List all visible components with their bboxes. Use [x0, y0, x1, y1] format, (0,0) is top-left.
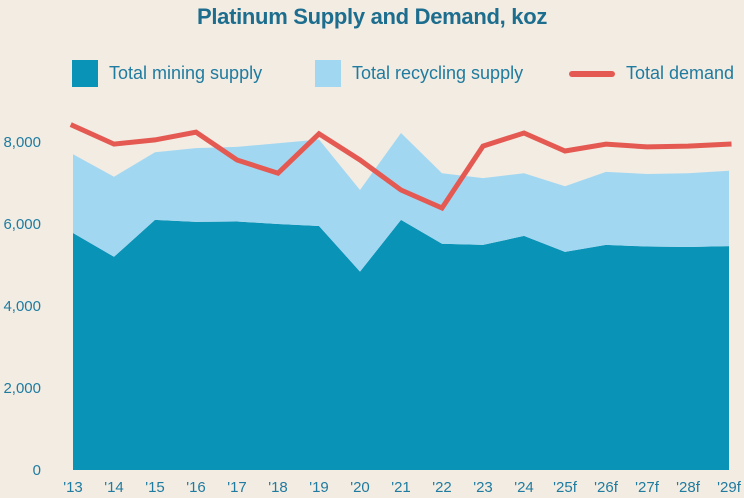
x-axis-tick-label: '16 — [186, 479, 206, 496]
legend-item-demand: Total demand — [569, 60, 734, 87]
y-axis-tick-label: 2,000 — [3, 380, 41, 397]
x-axis-tick-label: '23 — [473, 479, 493, 496]
mining-supply-swatch-icon — [72, 60, 98, 87]
recycling-supply-swatch-icon — [315, 60, 341, 87]
x-axis-tick-label: '27f — [635, 479, 660, 496]
y-axis-tick-label: 0 — [33, 462, 41, 479]
legend-label-recycling-supply: Total recycling supply — [352, 63, 524, 83]
x-axis-tick-label: '17 — [227, 479, 247, 496]
x-axis-tick-label: '21 — [391, 479, 411, 496]
x-axis-tick-label: '18 — [268, 479, 288, 496]
demand-line — [69, 122, 732, 212]
legend-item-mining-supply: Total mining supply — [72, 60, 262, 87]
x-axis-tick-label: '29f — [717, 479, 742, 496]
recycling-supply-area — [73, 133, 729, 272]
x-axis-tick-label: '24 — [514, 479, 534, 496]
demand-line-swatch-icon — [569, 70, 615, 77]
chart-title: Platinum Supply and Demand, koz — [196, 4, 548, 29]
y-axis-tick-label: 6,000 — [3, 216, 41, 233]
x-axis-tick-label: '15 — [145, 479, 165, 496]
x-axis-tick-label: '19 — [309, 479, 329, 496]
x-axis-tick-label: '20 — [350, 479, 370, 496]
x-axis-tick-label: '28f — [676, 479, 701, 496]
x-axis-tick-label: '22 — [432, 479, 452, 496]
x-axis-tick-label: '14 — [104, 479, 124, 496]
legend-label-mining-supply: Total mining supply — [109, 63, 263, 83]
y-axis-tick-label: 4,000 — [3, 298, 41, 315]
x-axis-tick-label: '25f — [553, 479, 578, 496]
y-axis-tick-label: 8,000 — [3, 134, 41, 151]
mining-supply-area — [73, 219, 729, 470]
x-axis-tick-label: '26f — [594, 479, 619, 496]
legend-item-recycling-supply: Total recycling supply — [315, 60, 523, 87]
legend-label-demand: Total demand — [626, 63, 735, 83]
x-axis-tick-label: '13 — [63, 479, 83, 496]
